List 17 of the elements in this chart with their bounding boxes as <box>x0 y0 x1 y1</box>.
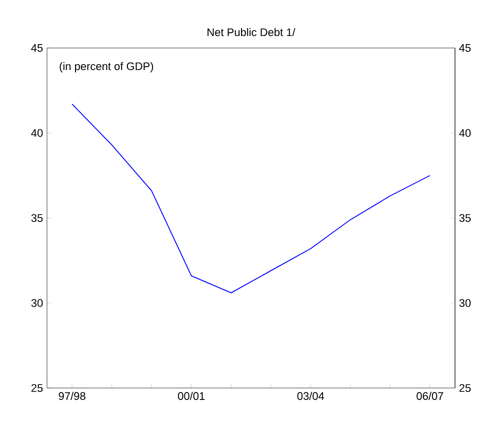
y2-tick-label: 35 <box>459 214 471 222</box>
chart-title: Net Public Debt 1/ <box>208 28 296 36</box>
x-tick-label: 00/01 <box>178 392 205 400</box>
y2-tick-label: 40 <box>459 129 471 137</box>
annotation: (in percent of GDP) <box>60 62 154 72</box>
y2-tick-label: 25 <box>459 384 471 392</box>
y-tick-label: 45 <box>31 44 43 52</box>
y-tick-label: 40 <box>31 129 43 137</box>
y-tick-label: 35 <box>31 214 43 222</box>
x-tick-label: 06/07 <box>416 392 444 400</box>
y-tick-label: 25 <box>31 384 43 392</box>
y-tick-label: 30 <box>31 299 43 307</box>
y2-tick-label: 45 <box>459 44 471 52</box>
x-tick-label: 97/98 <box>58 392 86 400</box>
line-series <box>72 104 430 294</box>
x-tick-label: 03/04 <box>297 392 324 400</box>
y2-tick-label: 30 <box>459 299 471 307</box>
